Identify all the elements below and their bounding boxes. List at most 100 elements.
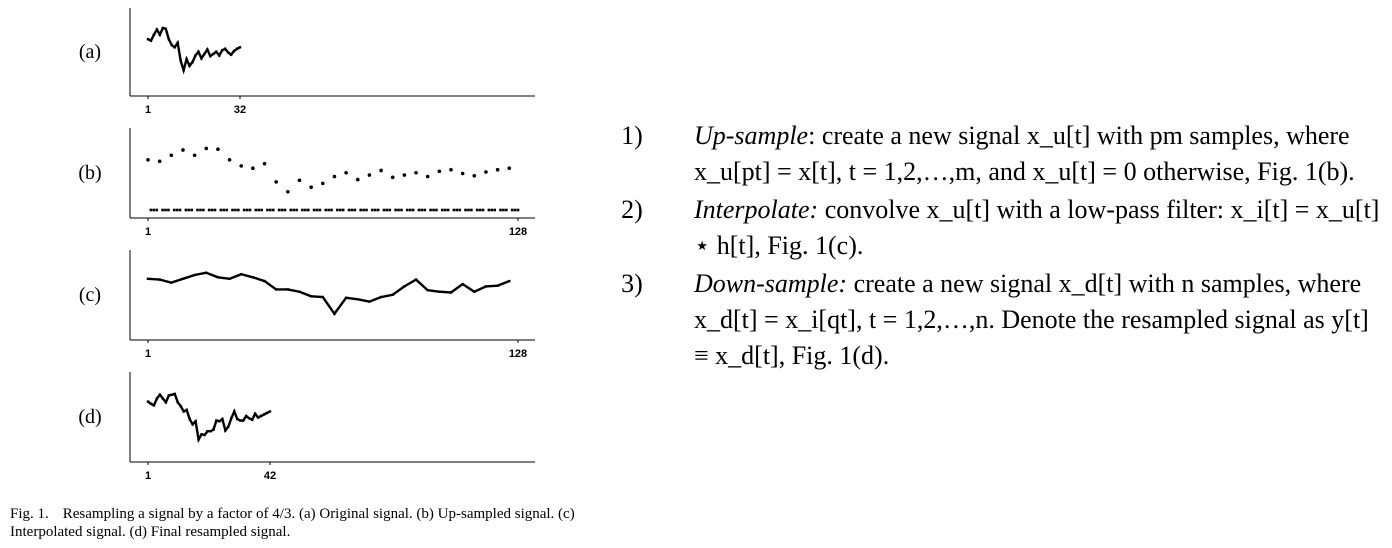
- signal-line: [147, 392, 271, 444]
- step-text: convolve x_u[t] with a low-pass filter: …: [694, 195, 1380, 260]
- signal-point: [176, 41, 179, 45]
- signal-point: [194, 420, 197, 423]
- zero-sample-point: [475, 208, 479, 212]
- zero-sample-point: [341, 208, 345, 212]
- zero-sample-point: [350, 208, 354, 212]
- panel-label: (a): [79, 41, 101, 63]
- panel-b: (b) 1 128: [78, 128, 535, 238]
- upsampled-point: [472, 174, 477, 178]
- signal-point: [182, 69, 185, 72]
- panel-label: (d): [78, 406, 101, 428]
- signal-point: [179, 59, 182, 62]
- signal-point: [173, 392, 176, 396]
- zero-sample-point: [499, 208, 502, 212]
- zero-sample-point: [190, 208, 194, 212]
- zero-sample-point: [237, 208, 240, 212]
- zero-sample-point: [202, 208, 205, 212]
- signal-point: [185, 57, 188, 61]
- signal-point: [496, 284, 499, 287]
- zero-sample-point: [516, 208, 520, 212]
- zero-sample-point: [269, 208, 272, 212]
- zero-sample-point: [423, 208, 427, 212]
- signal-point: [262, 413, 266, 416]
- zero-sample-point: [417, 208, 421, 212]
- signal-point: [250, 418, 254, 421]
- signal-point: [164, 27, 168, 30]
- signal-point: [146, 37, 150, 41]
- signal-line: [147, 271, 510, 316]
- x-tick-label: 32: [234, 104, 246, 116]
- zero-sample-point: [318, 208, 322, 212]
- upsampled-point: [286, 189, 290, 194]
- signal-point: [232, 49, 236, 53]
- panel-a: (a) 1 32: [79, 8, 535, 116]
- signal-point: [191, 423, 194, 426]
- signal-point: [309, 295, 313, 298]
- signal-point: [152, 33, 156, 36]
- zero-sample-point: [248, 208, 252, 212]
- signal-point: [170, 281, 173, 284]
- zero-sample-point: [207, 208, 211, 212]
- zero-sample-point: [397, 208, 400, 212]
- panel-c: (c) 1 128: [79, 250, 535, 360]
- upsampled-point: [262, 161, 267, 166]
- zero-sample-point: [213, 208, 217, 212]
- step-term: Down-sample:: [694, 269, 848, 298]
- signal-point: [197, 50, 200, 53]
- signal-point: [216, 276, 220, 279]
- zero-sample-point: [295, 208, 298, 212]
- signal-point: [236, 417, 239, 421]
- zero-sample-point: [513, 208, 517, 212]
- zero-sample-point: [292, 208, 295, 212]
- signal-point: [321, 295, 325, 299]
- signal-point: [230, 417, 233, 420]
- zero-sample-point: [388, 208, 392, 212]
- zero-sample-point: [365, 208, 368, 212]
- zero-sample-point: [371, 208, 374, 212]
- zero-sample-point: [254, 208, 258, 212]
- signal-point: [182, 410, 185, 413]
- zero-sample-point: [149, 208, 153, 212]
- caption-figure-number: Fig. 1.: [10, 506, 49, 522]
- signal-point: [484, 285, 488, 288]
- signal-point: [203, 433, 206, 437]
- zero-sample-point: [458, 208, 462, 212]
- signal-point: [203, 52, 206, 56]
- zero-sample-point: [301, 208, 304, 212]
- resampling-steps: 1) Up-sample: create a new signal x_u[t]…: [612, 118, 1384, 376]
- upsampled-point: [192, 153, 197, 158]
- zero-sample-point: [312, 208, 316, 212]
- upsampled-point: [507, 166, 512, 170]
- signal-point: [449, 291, 453, 294]
- signal-point: [240, 273, 243, 276]
- zero-sample-point: [429, 208, 432, 212]
- signal-point: [263, 279, 266, 283]
- zero-sample-point: [382, 208, 386, 212]
- zero-sample-point: [347, 208, 351, 212]
- zero-sample-point: [452, 208, 456, 212]
- signal-point: [206, 48, 209, 51]
- upsampled-point: [495, 167, 500, 172]
- signal-point: [164, 401, 168, 404]
- zero-sample-point: [199, 208, 202, 212]
- zero-sample-point: [467, 208, 470, 212]
- signal-point: [508, 279, 511, 283]
- zero-sample-point: [394, 208, 397, 212]
- zero-sample-point: [231, 208, 234, 212]
- upsampled-point: [449, 167, 453, 172]
- signal-point: [414, 278, 418, 281]
- signal-point: [226, 51, 230, 54]
- signal-point: [259, 414, 263, 418]
- zero-sample-point: [257, 208, 261, 212]
- signal-point: [161, 397, 165, 400]
- upsampled-point: [321, 181, 325, 186]
- signal-point: [265, 411, 269, 415]
- zero-sample-point: [155, 208, 159, 212]
- signal-point: [170, 43, 173, 47]
- signal-point: [256, 416, 260, 419]
- signal-point: [149, 402, 153, 406]
- upsampled-point: [437, 169, 442, 174]
- signal-point: [247, 417, 251, 420]
- zero-sample-point: [222, 208, 226, 212]
- step-term: Interpolate:: [694, 195, 819, 224]
